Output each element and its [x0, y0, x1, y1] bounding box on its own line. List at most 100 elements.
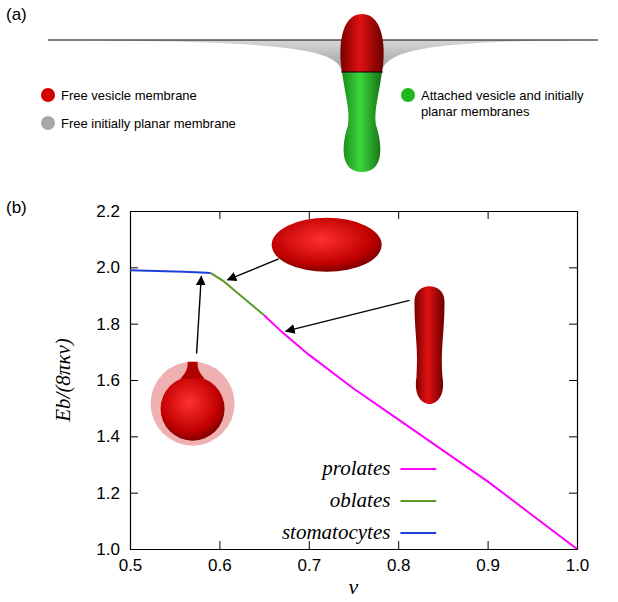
tick-label: 2.2 [96, 202, 120, 221]
tick: 0.6 [208, 541, 232, 575]
legend-label: prolates [320, 456, 390, 480]
tick: 2.2 [96, 202, 138, 221]
x-axis-top [131, 211, 578, 219]
legend-label-line: Attached vesicle and initially [421, 88, 584, 103]
legend-label: oblates [330, 488, 391, 512]
tick: 1.4 [96, 427, 138, 446]
y-axis: 1.0 1.2 1.4 1.6 1.8 2.0 2.2 [96, 202, 138, 559]
tick-mark [130, 436, 138, 437]
tick-label: 1.0 [566, 556, 590, 575]
tick-mark [569, 211, 577, 212]
tick-mark [130, 267, 138, 268]
tick-label: 1.6 [96, 371, 120, 390]
series-line [264, 315, 577, 549]
tick-mark [130, 549, 138, 550]
arrow [286, 300, 410, 331]
tick-label: 0.6 [208, 556, 232, 575]
tick-mark [569, 380, 577, 381]
legend-dot [41, 116, 55, 130]
tick-mark [569, 324, 577, 325]
x-axis-title: v [349, 574, 359, 599]
legend-dot [41, 88, 55, 102]
tick [569, 493, 577, 494]
tick-label: 0.8 [387, 556, 411, 575]
tick-mark [488, 541, 489, 549]
figure: (a) Free vesicle membrane Free initially p… [0, 0, 618, 602]
panel-label: (a) [6, 5, 27, 24]
arrow [228, 259, 279, 280]
legend-label: Attached vesicle and initiallyplanar mem… [421, 88, 584, 119]
axis-line [131, 549, 578, 550]
tick-mark [569, 436, 577, 437]
legend-swatch [400, 532, 436, 534]
tick [569, 211, 577, 212]
tick-mark [569, 267, 577, 268]
tick-mark [569, 549, 577, 550]
oblate-shape [272, 218, 382, 272]
tick: 0.7 [297, 541, 321, 575]
tick-label: 2.0 [96, 258, 120, 277]
tick-mark [398, 541, 399, 549]
tick-mark [309, 211, 310, 219]
legend-dot [401, 88, 415, 102]
prolate-shape [414, 286, 444, 404]
tick-label: 1.4 [96, 427, 120, 446]
axis-line [577, 212, 578, 550]
planar-line [48, 39, 598, 40]
y-axis-title: Eb/(8πκv) [51, 338, 75, 423]
tick [488, 211, 489, 219]
tick: 0.8 [387, 541, 411, 575]
tick [309, 211, 310, 219]
legend-swatch [400, 500, 436, 502]
tick-label: 0.5 [119, 556, 143, 575]
tick-mark [130, 380, 138, 381]
legend-label-line: planar membranes [421, 104, 530, 119]
tick-label: 0.7 [297, 556, 321, 575]
tick: 2.0 [96, 258, 138, 277]
arrow [197, 276, 202, 353]
panel-b: (b) 0.5 0.6 0.7 0.8 0.9 1.0 1.0 1.2 1.4 1.6 1.8 2.0 2… [6, 198, 589, 599]
stomatocyte-inner [161, 377, 225, 441]
legend-label: Free vesicle membrane [61, 88, 197, 103]
legend-swatch [400, 468, 436, 470]
tick-label: 1.0 [96, 540, 120, 559]
series-line [210, 273, 264, 315]
insets [151, 218, 445, 446]
tick: 1.2 [96, 484, 138, 503]
x-axis: 0.5 0.6 0.7 0.8 0.9 1.0 [119, 541, 590, 575]
tick-label: 0.9 [476, 556, 500, 575]
tick-label: 1.8 [96, 315, 120, 334]
planar-membrane [48, 40, 598, 72]
tick: 0.9 [476, 541, 500, 575]
tick: 1.6 [96, 371, 138, 390]
series-line [130, 270, 210, 273]
tick [219, 211, 220, 219]
tick-mark [398, 211, 399, 219]
stomatocyte-outer [151, 362, 235, 446]
tick-mark [130, 493, 138, 494]
tick-mark [569, 493, 577, 494]
vesicle-free [340, 14, 383, 72]
legend: prolatesoblatesstomatocytes [282, 456, 436, 544]
tick-mark [130, 324, 138, 325]
panel-a: (a) Free vesicle membrane Free initially p… [6, 5, 598, 172]
tick [569, 436, 577, 437]
contact-line [341, 71, 383, 72]
tick-mark [488, 211, 489, 219]
tick-mark [130, 211, 138, 212]
tick [569, 549, 577, 550]
stomatocyte-neck [181, 362, 205, 379]
tick-mark [219, 211, 220, 219]
tick: 1.0 [96, 540, 138, 559]
tick [569, 380, 577, 381]
tick [569, 267, 577, 268]
series-lines [130, 270, 577, 549]
y-axis-right [569, 212, 578, 550]
axis-line [131, 211, 578, 212]
tick [569, 324, 577, 325]
tick-mark [219, 541, 220, 549]
panel-label: (b) [6, 198, 27, 217]
tick [398, 211, 399, 219]
tick: 1.8 [96, 315, 138, 334]
legend-label: Free initially planar membrane [61, 116, 236, 131]
